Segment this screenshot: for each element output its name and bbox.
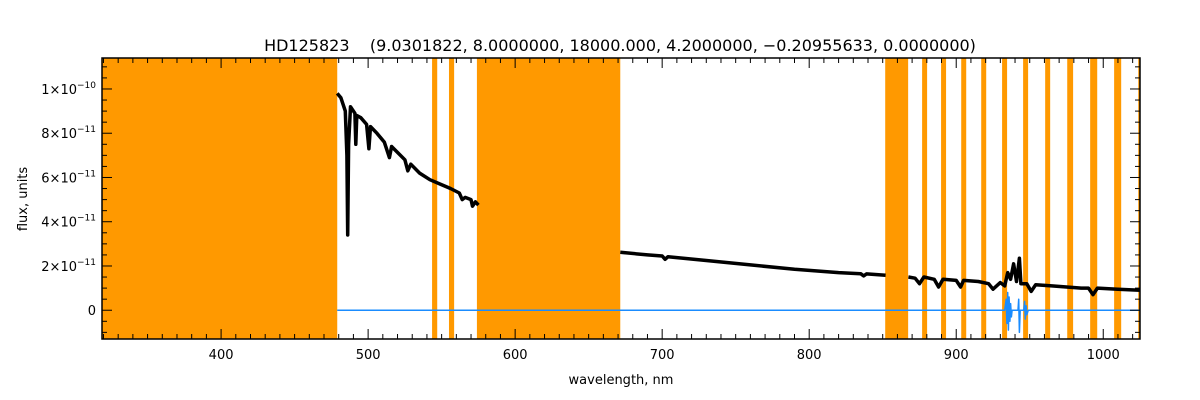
chart-title: HD125823 (9.0301822, 8.0000000, 18000.00…: [264, 36, 976, 55]
y-tick-mantissa: 4×10: [41, 216, 77, 231]
masked-band: [961, 58, 967, 339]
masked-band: [981, 58, 987, 339]
axis-ticks: [102, 58, 1140, 339]
residual-line: [337, 291, 1140, 334]
masked-band: [885, 58, 909, 339]
y-tick-labels: 1×10−108×10−116×10−114×10−112×10−110: [41, 81, 96, 319]
y-tick-mantissa: 8×10: [41, 127, 77, 142]
x-tick-label: 600: [503, 348, 528, 363]
masked-band: [1045, 58, 1051, 339]
masked-band: [448, 58, 455, 339]
y-tick-label: 1×10−10: [41, 81, 96, 98]
y-tick-exponent: −11: [77, 214, 96, 224]
y-tick-mantissa: 0: [88, 304, 96, 319]
series-lines: [335, 92, 1141, 334]
x-tick-label: 1000: [1087, 348, 1120, 363]
flux-line: [335, 92, 480, 237]
masked-bands: [102, 58, 1140, 339]
y-tick-label: 6×10−11: [41, 169, 96, 186]
x-tick-label: 400: [209, 348, 234, 363]
x-tick-label: 500: [356, 348, 381, 363]
y-tick-label: 0: [88, 304, 96, 319]
masked-band: [1114, 58, 1122, 339]
masked-band: [1067, 58, 1074, 339]
y-tick-exponent: −11: [77, 258, 96, 268]
masked-band: [432, 58, 438, 339]
y-tick-label: 8×10−11: [41, 125, 96, 142]
x-tick-label: 700: [650, 348, 675, 363]
y-tick-mantissa: 2×10: [41, 260, 77, 275]
x-axis-label: wavelength, nm: [569, 373, 674, 388]
masked-band: [1023, 58, 1029, 339]
masked-band: [476, 58, 621, 339]
x-tick-labels: 400 500 600 700 800 900 1000: [209, 348, 1120, 363]
y-tick-mantissa: 1×10: [41, 83, 77, 98]
y-tick-exponent: −11: [77, 125, 96, 135]
y-tick-exponent: −10: [77, 81, 96, 91]
masked-band: [941, 58, 947, 339]
x-tick-label: 900: [944, 348, 969, 363]
masked-band: [922, 58, 928, 339]
masked-band: [1002, 58, 1008, 339]
y-tick-label: 2×10−11: [41, 258, 96, 275]
masked-band: [1090, 58, 1098, 339]
x-tick-label: 800: [797, 348, 822, 363]
flux-line: [620, 250, 886, 278]
masked-band: [102, 58, 338, 339]
y-tick-mantissa: 6×10: [41, 171, 77, 186]
y-tick-exponent: −11: [77, 169, 96, 179]
plot-frame: [101, 57, 1141, 340]
masked-band: [1138, 58, 1140, 339]
y-tick-label: 4×10−11: [41, 214, 96, 231]
y-axis-label: flux, units: [16, 167, 31, 232]
flux-line: [908, 256, 1141, 297]
